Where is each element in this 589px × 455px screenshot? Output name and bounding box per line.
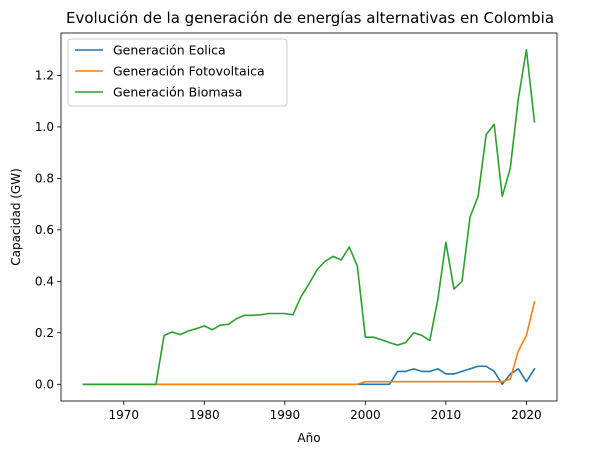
- x-axis: 1970 1980 1990 2000 2010 2020: [109, 401, 542, 422]
- y-tick-label: 0.2: [35, 326, 54, 340]
- x-tick-label: 1990: [270, 408, 301, 422]
- x-tick-label: 2010: [431, 408, 462, 422]
- x-tick-label: 2000: [350, 408, 381, 422]
- chart-title: Evolución de la generación de energías a…: [66, 9, 554, 27]
- y-tick-label: 0.6: [35, 223, 54, 237]
- y-tick-label: 1.2: [35, 68, 54, 82]
- legend: Generación Eolica Generación Fotovoltaica…: [67, 38, 288, 107]
- legend-label: Generación Fotovoltaica: [113, 64, 265, 79]
- x-tick-label: 1970: [109, 408, 140, 422]
- series-line-2: [82, 300, 536, 386]
- plot-frame: [60, 32, 558, 402]
- x-tick-label: 2020: [511, 408, 542, 422]
- y-tick-label: 0.0: [35, 377, 54, 391]
- y-axis-label: Capacidad (GW): [9, 168, 23, 266]
- x-axis-label: Año: [297, 431, 320, 445]
- legend-label: Generación Biomasa: [113, 85, 242, 100]
- x-tick-label: 1980: [189, 408, 220, 422]
- legend-box: [67, 38, 288, 107]
- y-tick-label: 0.4: [35, 274, 54, 288]
- y-axis: 0.0 0.2 0.4 0.6 0.8 1.0 1.2: [35, 68, 61, 391]
- series-lines: [82, 48, 536, 386]
- y-tick-label: 1.0: [35, 120, 54, 134]
- legend-label: Generación Eolica: [113, 43, 226, 58]
- series-line-3: [82, 48, 536, 386]
- y-tick-label: 0.8: [35, 171, 54, 185]
